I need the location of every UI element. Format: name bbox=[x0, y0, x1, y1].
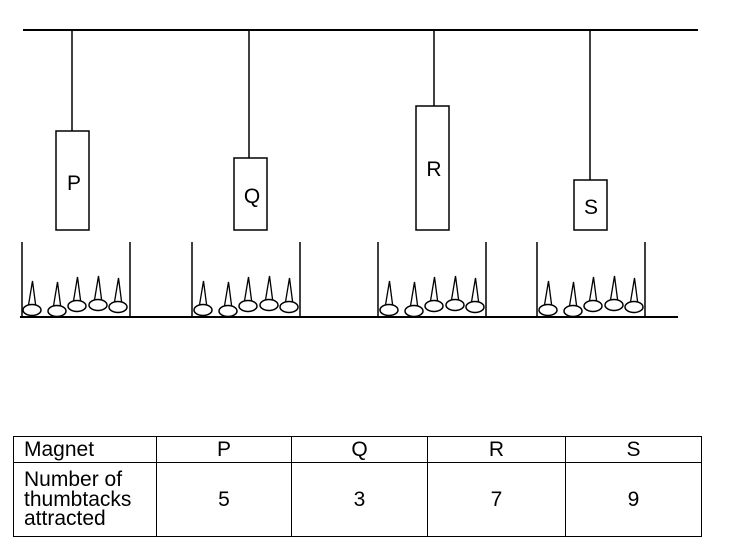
column-s-header: S bbox=[565, 436, 702, 463]
container-r bbox=[377, 242, 487, 318]
table-header-row: Magnet P Q R S bbox=[13, 436, 702, 463]
thumbtack-icon bbox=[538, 280, 558, 317]
magnet-r: R bbox=[415, 30, 450, 231]
thumbtack-icon bbox=[108, 277, 128, 314]
thumbtack-icon bbox=[193, 280, 213, 317]
column-p-header: P bbox=[156, 436, 292, 463]
magnet-s-body bbox=[573, 179, 608, 231]
column-q-header: Q bbox=[291, 436, 428, 463]
value-s-cell: 9 bbox=[565, 462, 702, 537]
magnet-q: Q bbox=[233, 30, 268, 231]
thumbtack-icon bbox=[259, 275, 279, 312]
magnet-q-body bbox=[233, 157, 268, 231]
thumbtack-icon bbox=[445, 275, 465, 312]
thumbtack-count-label-cell: Number of thumbtacks attracted bbox=[13, 462, 157, 537]
thumbtack-icon bbox=[67, 276, 87, 313]
magnet-p-label: P bbox=[67, 172, 81, 195]
magnet-p-body bbox=[55, 130, 90, 231]
thumbtack-icon bbox=[379, 280, 399, 317]
value-q-cell: 3 bbox=[291, 462, 428, 537]
thumbtack-icon bbox=[218, 281, 238, 318]
magnet-s-label: S bbox=[584, 196, 598, 219]
results-table: Magnet P Q R S Number of thumbtacks attr… bbox=[13, 436, 702, 537]
magnet-r-body bbox=[415, 105, 450, 231]
thumbtack-icon bbox=[88, 275, 108, 312]
table-row: Number of thumbtacks attracted 5 3 7 9 bbox=[13, 462, 702, 537]
magnet-q-label: Q bbox=[244, 185, 260, 208]
thumbtack-icon bbox=[604, 275, 624, 312]
thumbtack-icon bbox=[238, 276, 258, 313]
magnet-r-label: R bbox=[426, 158, 441, 181]
column-r-header: R bbox=[427, 436, 566, 463]
thumbtack-icon bbox=[465, 277, 485, 314]
magnet-header-cell: Magnet bbox=[13, 436, 157, 463]
value-r-cell: 7 bbox=[427, 462, 566, 537]
thumbtack-icon bbox=[563, 281, 583, 318]
magnet-p: P bbox=[55, 30, 90, 231]
thumbtack-icon bbox=[624, 277, 644, 314]
thumbtack-icon bbox=[583, 276, 603, 313]
thumbtack-icon bbox=[404, 281, 424, 318]
thumbtack-icon bbox=[22, 280, 42, 317]
container-p bbox=[21, 242, 131, 318]
thumbtack-icon bbox=[279, 277, 299, 314]
magnet-s: S bbox=[573, 30, 608, 231]
container-q bbox=[191, 242, 301, 318]
value-p-cell: 5 bbox=[156, 462, 292, 537]
thumbtack-icon bbox=[424, 276, 444, 313]
thumbtack-icon bbox=[47, 281, 67, 318]
container-s bbox=[536, 242, 646, 318]
